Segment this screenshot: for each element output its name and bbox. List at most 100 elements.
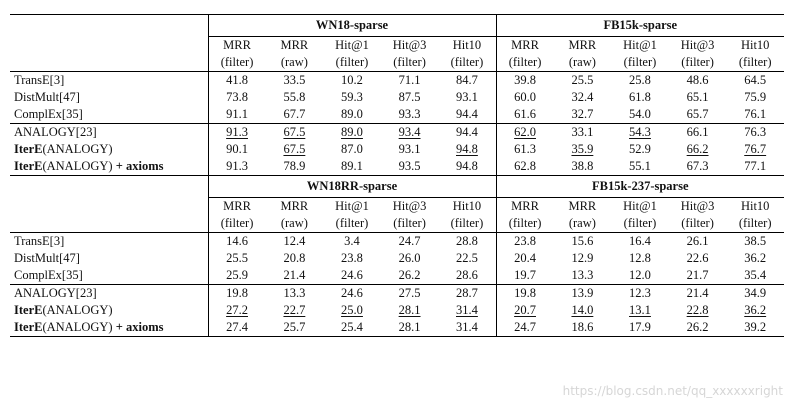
model-axioms: + axioms <box>115 320 164 334</box>
metric-header: (raw) <box>280 55 308 69</box>
value-cell: 94.8 <box>438 158 496 176</box>
table-row: ComplEx[35] 91.1 67.7 89.0 93.3 94.4 61.6 32.7 5… <box>10 106 784 124</box>
value-text: 24.6 <box>341 286 363 300</box>
value-cell: 59.3 <box>323 89 381 106</box>
value-text: 17.9 <box>629 320 651 334</box>
metric-header: Hit@1 <box>335 38 369 52</box>
value-cell: 60.0 <box>495 89 554 106</box>
model-name: TransE[3] <box>10 71 208 89</box>
corner-cell <box>10 37 208 55</box>
value-text: 12.8 <box>629 251 651 265</box>
value-cell: 65.1 <box>669 89 727 106</box>
value-cell: 12.0 <box>611 267 669 285</box>
value-text: 13.3 <box>571 268 594 282</box>
metric-header: MRR <box>495 36 554 54</box>
value-cell: 55.1 <box>611 158 669 176</box>
value-text: 76.7 <box>744 142 767 156</box>
value-text: 73.8 <box>226 90 248 104</box>
value-cell: 22.8 <box>669 302 727 319</box>
metric-header: Hit10 <box>740 199 770 213</box>
value-cell: 75.9 <box>726 89 784 106</box>
watermark: https://blog.csdn.net/qq_xxxxxxright <box>562 384 783 398</box>
results-table: WN18-sparse FB15k-sparse MRR MRR Hit@1 Hit@3 H… <box>10 14 784 337</box>
value-cell: 89.0 <box>323 123 381 141</box>
metric-header: (raw) <box>568 55 596 69</box>
value-text: 25.0 <box>341 303 363 317</box>
metric-header: (filter) <box>681 55 714 69</box>
value-cell: 35.4 <box>726 267 784 285</box>
value-text: 12.4 <box>283 234 306 248</box>
table-row: ComplEx[35] 25.9 21.4 24.6 26.2 28.6 19.7 13.3 1… <box>10 267 784 285</box>
value-cell: 10.2 <box>323 71 381 89</box>
value-text: 93.1 <box>398 142 421 156</box>
value-cell: 33.5 <box>265 71 324 89</box>
value-cell: 14.6 <box>207 232 266 250</box>
table-row: IterE(ANALOGY) + axioms 91.3 78.9 89.1 93.5 9… <box>10 158 784 176</box>
value-cell: 54.0 <box>611 106 669 124</box>
value-cell: 21.4 <box>668 284 727 302</box>
value-cell: 20.7 <box>495 302 554 319</box>
value-cell: 25.0 <box>323 302 381 319</box>
model-suffix: (ANALOGY) <box>42 320 116 334</box>
value-text: 66.2 <box>686 142 709 156</box>
model-name: TransE[3] <box>10 232 208 250</box>
value-cell: 32.7 <box>554 106 612 124</box>
value-text: 76.3 <box>744 125 767 139</box>
metric-header: (filter) <box>681 216 714 230</box>
value-text: 66.1 <box>686 125 709 139</box>
value-cell: 25.9 <box>207 267 266 285</box>
value-text: 14.6 <box>226 234 248 248</box>
value-text: 35.9 <box>571 142 594 156</box>
value-text: 19.7 <box>514 268 536 282</box>
value-cell: 28.1 <box>381 302 439 319</box>
value-cell: 25.4 <box>323 319 381 337</box>
value-cell: 38.8 <box>554 158 612 176</box>
metric-header: (filter) <box>335 216 369 230</box>
value-text: 33.1 <box>571 125 594 139</box>
value-cell: 12.9 <box>554 250 612 267</box>
value-text: 60.0 <box>514 90 536 104</box>
metric-header: (raw) <box>568 216 596 230</box>
value-cell: 71.1 <box>380 71 439 89</box>
value-text: 25.5 <box>571 73 594 87</box>
value-text: 20.8 <box>283 251 306 265</box>
value-cell: 32.4 <box>554 89 612 106</box>
table-row: TransE[3] 14.6 12.4 3.4 24.7 28.8 23.8 15.6 16.4… <box>10 232 784 250</box>
value-text: 67.5 <box>283 125 306 139</box>
value-text: 61.8 <box>629 90 651 104</box>
table-row: IterE(ANALOGY) 27.2 22.7 25.0 28.1 31.4 20.7 14… <box>10 302 784 319</box>
value-text: 90.1 <box>226 142 248 156</box>
value-cell: 93.1 <box>438 89 496 106</box>
value-cell: 12.3 <box>611 284 669 302</box>
value-text: 19.8 <box>514 286 536 300</box>
value-cell: 20.8 <box>266 250 324 267</box>
value-text: 78.9 <box>283 159 306 173</box>
metric-header: Hit@3 <box>680 199 715 213</box>
metric-header: (filter) <box>738 55 772 69</box>
value-cell: 78.9 <box>266 158 324 176</box>
model-name: IterE(ANALOGY) <box>10 141 208 158</box>
metric-header: (filter) <box>738 216 772 230</box>
value-cell: 20.4 <box>495 250 554 267</box>
value-text: 25.5 <box>226 251 248 265</box>
corner-cell <box>10 215 208 233</box>
metric-header: (filter) <box>393 55 426 69</box>
value-text: 20.4 <box>514 251 536 265</box>
value-cell: 94.4 <box>438 106 496 124</box>
metric-header: (filter) <box>450 216 484 230</box>
value-cell: 87.0 <box>323 141 381 158</box>
value-text: 59.3 <box>341 90 363 104</box>
value-text: 27.2 <box>226 303 248 317</box>
value-cell: 12.8 <box>611 250 669 267</box>
value-text: 91.3 <box>226 159 248 173</box>
value-text: 21.4 <box>283 268 306 282</box>
value-text: 89.1 <box>341 159 363 173</box>
value-text: 65.7 <box>686 107 709 121</box>
value-text: 35.4 <box>744 268 767 282</box>
value-cell: 39.2 <box>726 319 784 337</box>
metric-header-row: (filter) (raw) (filter) (filter) (filter) (fi… <box>10 54 784 72</box>
value-text: 22.8 <box>686 303 709 317</box>
value-text: 28.6 <box>456 268 478 282</box>
value-text: 41.8 <box>226 73 248 87</box>
metric-header: Hit@1 <box>623 38 657 52</box>
